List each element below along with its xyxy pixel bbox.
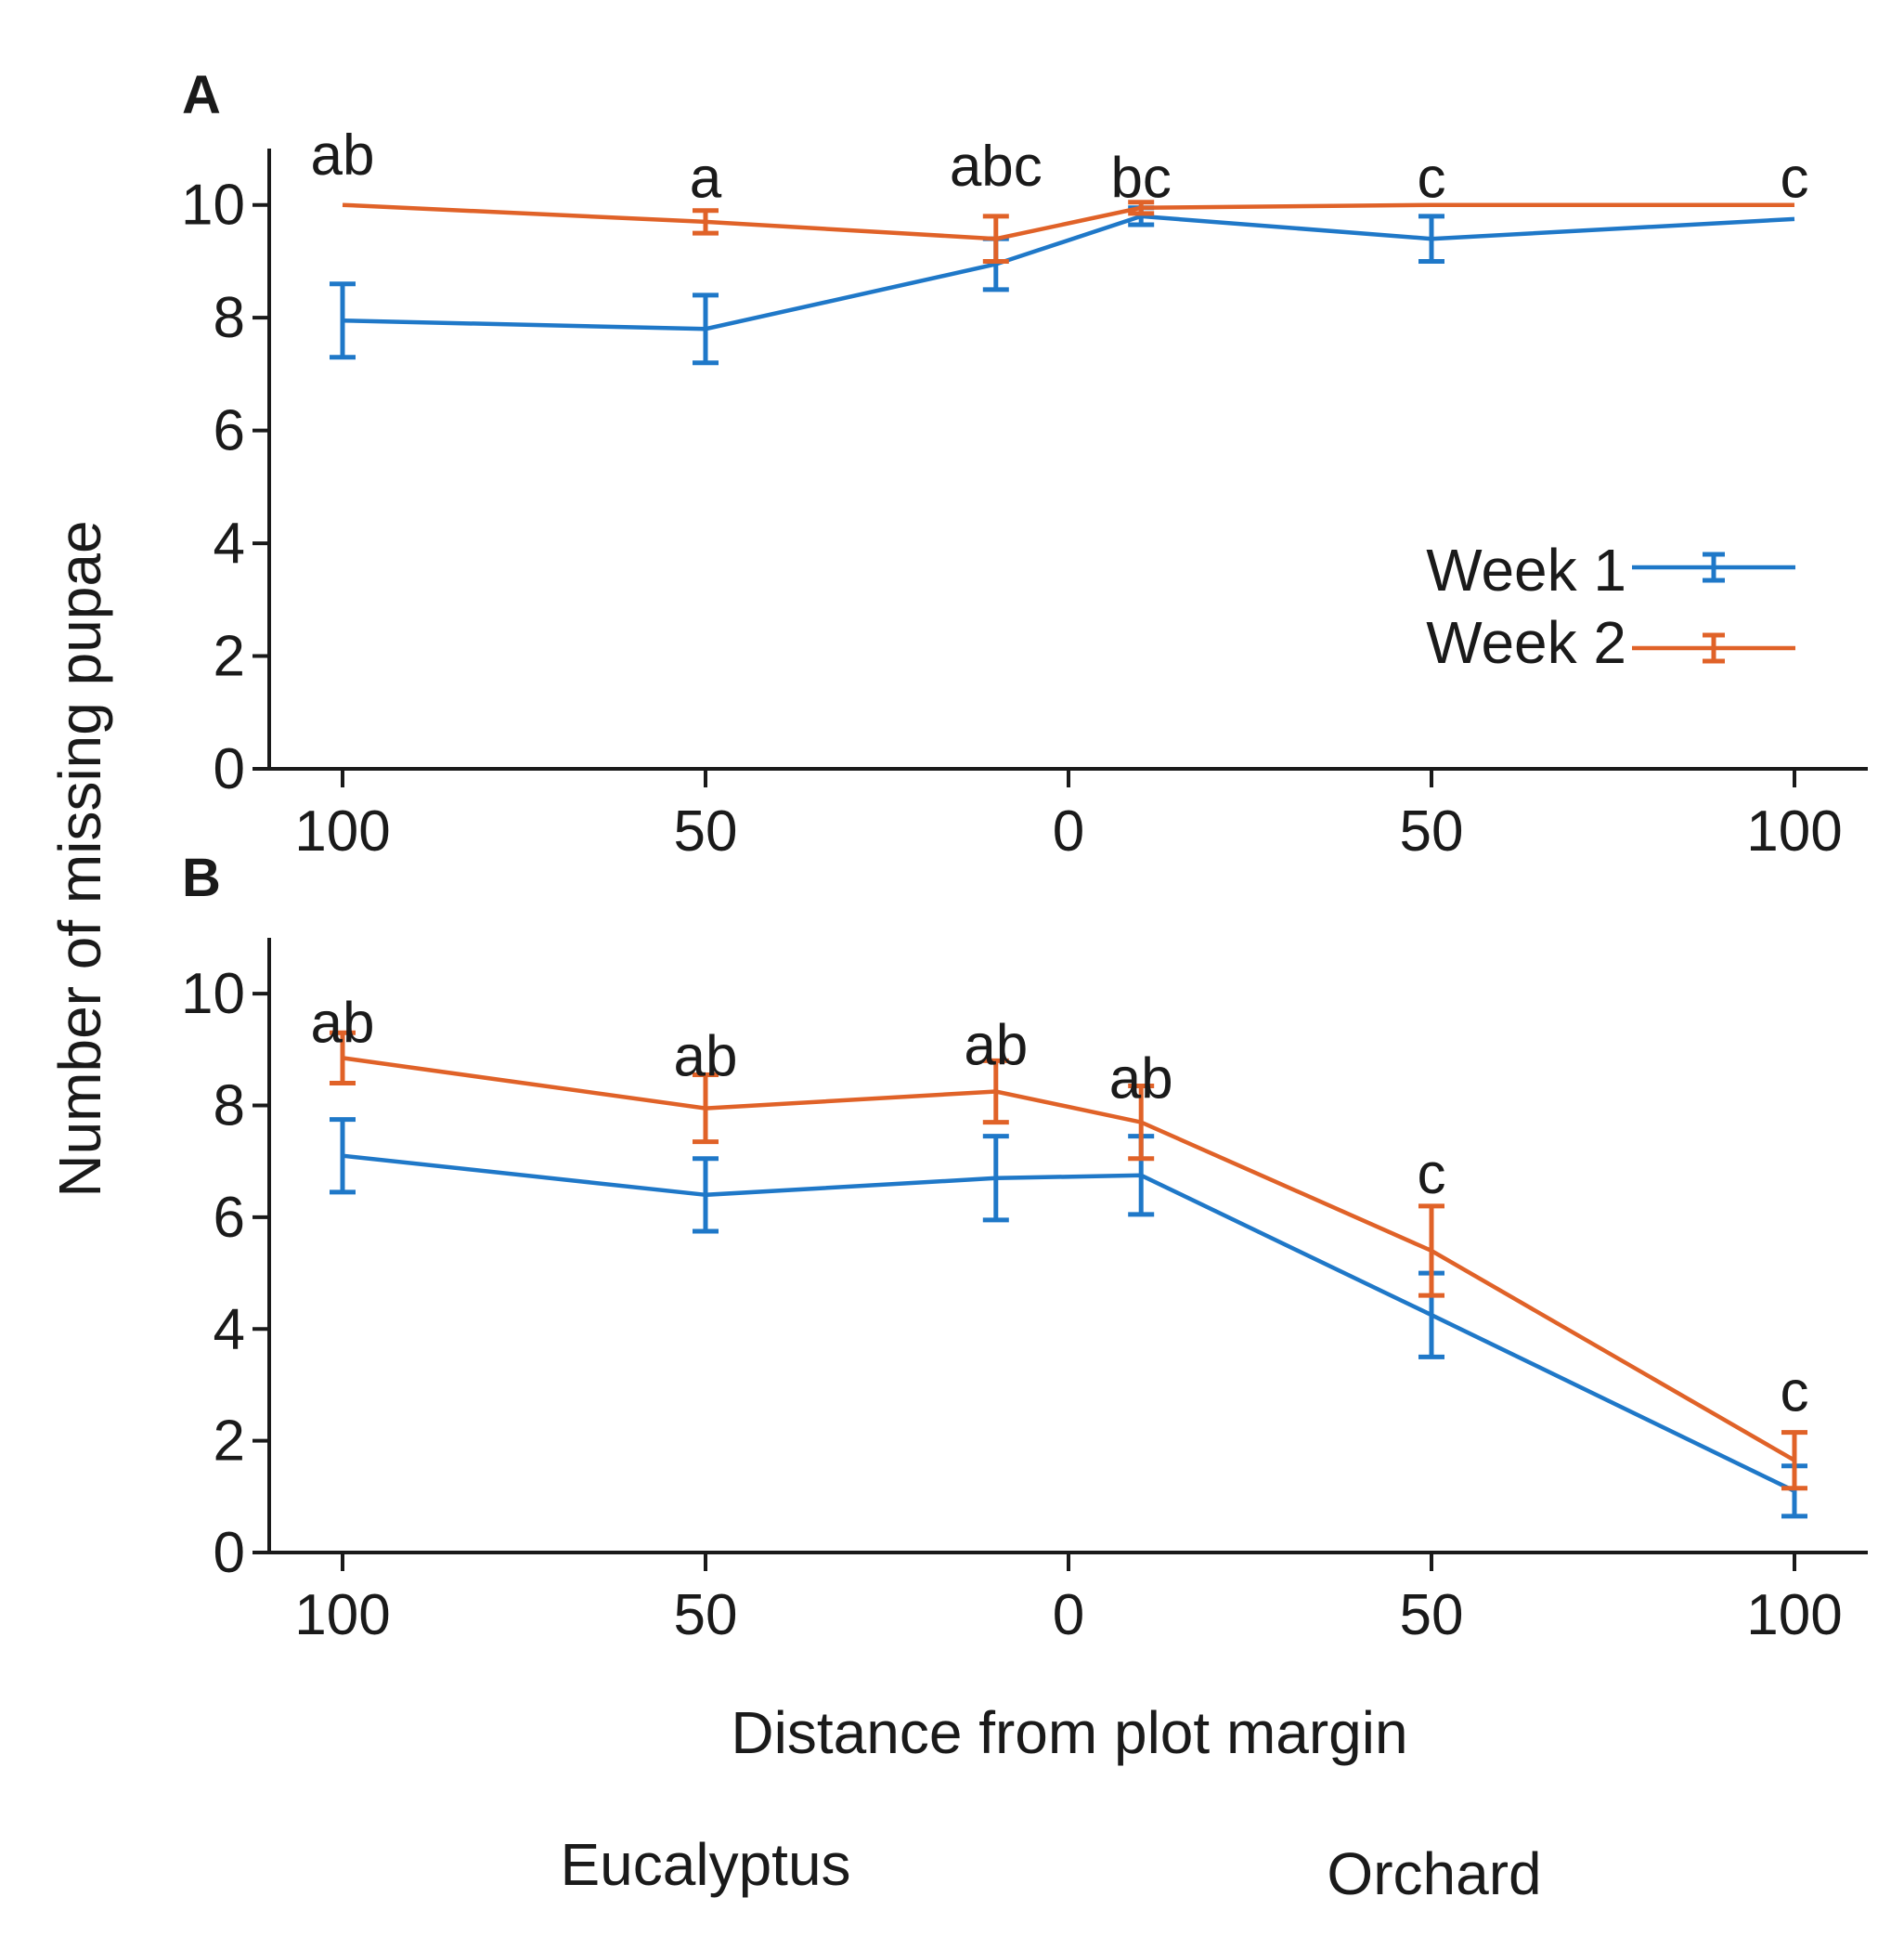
y-tick-label: 0 [214,1521,245,1585]
legend-label-week-1: Week 1 [1426,537,1626,604]
y-tick-label: 8 [214,286,245,350]
panel-b-plot: 0 2 4 6 8 10 100 50 0 50 100 ab ab ab ab c c [181,938,1868,1647]
error-bar-week-2 [1418,1203,1444,1298]
x-tick-label: 50 [674,799,738,864]
x-tick-label: 100 [294,1583,390,1647]
error-bar-week-2 [982,214,1009,264]
significance-label: ab [311,991,375,1055]
y-tick-label: 4 [214,1297,245,1361]
significance-label: ab [674,1024,738,1088]
error-bar-week-1 [1418,214,1444,264]
error-bar-week-2 [330,1030,356,1085]
x-tick-label: 50 [1400,1583,1464,1647]
x-tick-label: 0 [1053,799,1084,864]
x-tick-label: 50 [1400,799,1464,864]
x-axis-title: Distance from plot margin [731,1699,1407,1766]
panel-a-plot: 0 2 4 6 8 10 100 50 0 50 100 ab a abc bc c c [181,123,1868,864]
legend-swatch-week-2 [1632,632,1795,664]
y-tick-label: 0 [214,737,245,801]
error-bar-week-2 [1128,1083,1155,1162]
y-tick-label: 6 [214,1186,245,1250]
significance-label: abc [950,135,1043,199]
series-line-week-1 [342,214,1795,331]
y-tick-label: 4 [214,512,245,576]
significance-label: a [690,146,722,210]
legend: Week 1 Week 2 [1426,537,1795,676]
panel-b: B 0 2 4 6 8 10 100 50 0 50 100 ab ab ab ab c c [181,848,1868,1647]
y-tick-label: 6 [214,399,245,463]
error-bar-week-1 [982,1134,1009,1223]
legend-swatch-week-1 [1632,552,1795,583]
y-tick-label: 10 [181,962,245,1026]
significance-label: c [1781,146,1809,210]
error-bar-week-2 [1128,200,1155,216]
panel-b-letter: B [182,848,221,908]
significance-label: c [1418,146,1446,210]
series-line-week-2 [342,1056,1796,1462]
error-bar-week-1 [693,292,719,366]
significance-label: c [1418,1142,1446,1206]
y-tick-label: 2 [214,625,245,689]
x-tick-label: 0 [1053,1583,1084,1647]
y-tick-label: 8 [214,1074,245,1138]
legend-label-week-2: Week 2 [1426,609,1626,676]
error-bar-week-1 [693,1156,719,1234]
x-tick-label: 100 [1746,1583,1842,1647]
error-bar-week-2 [693,208,719,236]
region-label-orchard: Orchard [1327,1840,1541,1907]
error-bar-week-2 [1781,1430,1807,1491]
x-tick-label: 100 [294,799,390,864]
legend-item-week-1: Week 1 [1426,537,1795,604]
series-line-week-2 [342,202,1794,241]
panel-a: A 0 2 4 6 8 10 100 50 0 50 100 ab a abc bc c c [181,65,1868,864]
x-tick-label: 50 [674,1583,738,1647]
error-bar-week-1 [330,281,356,360]
error-bar-week-1 [330,1117,356,1195]
y-tick-label: 10 [181,174,245,238]
significance-label: ab [1109,1046,1173,1111]
x-tick-label: 100 [1746,799,1842,864]
panel-a-letter: A [182,65,221,125]
significance-label: bc [1110,146,1171,210]
y-tick-label: 2 [214,1410,245,1474]
series-line-week-1 [342,1153,1795,1493]
region-label-eucalyptus: Eucalyptus [560,1831,850,1898]
error-bar-week-2 [693,1072,719,1145]
error-bar-week-2 [982,1058,1009,1125]
significance-label: ab [964,1013,1028,1077]
significance-label: c [1781,1359,1809,1423]
legend-item-week-2: Week 2 [1426,609,1795,676]
y-axis-title: Number of missing pupae [46,520,113,1197]
significance-label: ab [311,123,375,188]
